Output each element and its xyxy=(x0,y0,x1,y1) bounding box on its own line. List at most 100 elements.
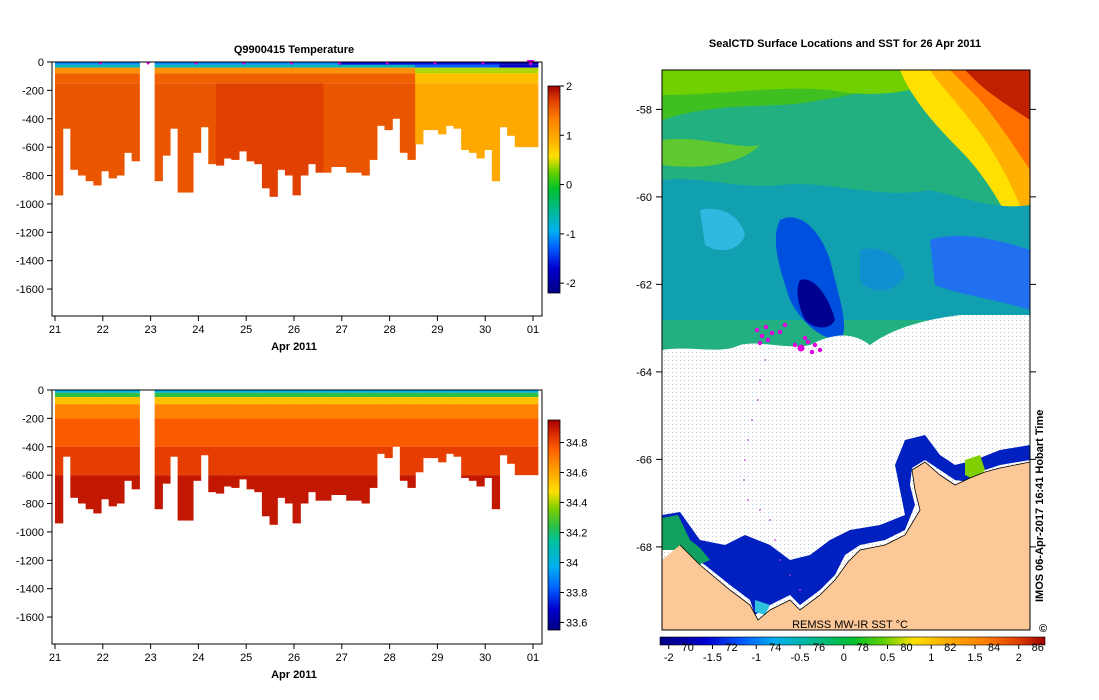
profile-cell xyxy=(507,392,516,398)
profile-cell xyxy=(154,67,163,74)
profile-cell xyxy=(499,390,508,393)
x-tick-label: 01 xyxy=(527,652,539,664)
track-trail-point xyxy=(747,439,749,441)
profile-cell xyxy=(484,390,493,393)
profile-cell xyxy=(415,64,424,68)
profile-cell xyxy=(85,64,94,68)
profile-cell xyxy=(116,404,125,419)
profile-cell xyxy=(530,392,539,398)
profile-cell xyxy=(384,83,393,131)
profile-cell xyxy=(484,67,493,74)
profile-cell xyxy=(461,392,470,398)
profile-cell xyxy=(407,64,416,68)
profile-cell xyxy=(185,418,194,447)
profile-cell xyxy=(415,67,424,74)
profile-cell xyxy=(55,73,64,84)
profile-cell xyxy=(62,392,71,398)
profile-cell xyxy=(108,475,117,507)
profile-cell xyxy=(484,64,493,68)
profile-cell xyxy=(307,446,317,476)
profile-cell xyxy=(223,475,232,487)
profile-cell xyxy=(292,418,301,447)
track-point xyxy=(805,339,811,345)
profile-cell xyxy=(499,392,508,398)
sst-map-panel: SealCTD Surface Locations and SST for 26… xyxy=(636,38,1047,664)
lat-tick-label: -66 xyxy=(636,454,652,466)
profile-cell xyxy=(430,67,439,74)
profile-cell xyxy=(384,67,393,74)
profile-cell xyxy=(177,404,186,419)
profile-cell xyxy=(476,446,485,476)
profile-cell xyxy=(369,392,378,398)
profile-cell xyxy=(392,404,401,419)
colorbar-tick-label: 34.8 xyxy=(566,438,587,450)
profile-cell xyxy=(208,390,217,393)
profile-cell xyxy=(100,446,110,476)
profile-cell xyxy=(185,446,194,476)
profile-cell xyxy=(476,67,485,74)
profile-cell xyxy=(476,397,485,405)
profile-cell xyxy=(522,418,531,447)
profile-cell xyxy=(399,397,409,405)
profile-cell xyxy=(445,446,455,454)
profile-cell xyxy=(361,475,370,504)
profile-cell xyxy=(522,64,531,68)
profile-cell xyxy=(338,73,347,84)
colorbar-tick-label: 2 xyxy=(566,81,572,93)
profile-cell xyxy=(491,73,501,84)
x-tick-label: 30 xyxy=(479,324,491,336)
profile-cell xyxy=(208,418,217,447)
profile-cell xyxy=(154,62,163,65)
profile-cell xyxy=(185,404,194,419)
profile-cell xyxy=(361,397,370,405)
profile-cell xyxy=(315,73,324,84)
profile-cell xyxy=(261,418,271,447)
profile-cell xyxy=(491,418,501,447)
y-tick-label: -1200 xyxy=(16,555,44,567)
profile-cell xyxy=(507,73,516,84)
y-tick-label: -1000 xyxy=(16,527,44,539)
profile-cell xyxy=(93,73,102,84)
profile-cell xyxy=(131,392,140,398)
profile-cell xyxy=(323,67,332,74)
profile-cell xyxy=(123,67,133,74)
profile-cell xyxy=(85,390,94,393)
profile-cell xyxy=(55,475,64,524)
profile-cell xyxy=(415,397,424,405)
profile-cell xyxy=(353,475,363,501)
track-point xyxy=(792,342,798,348)
profile-cell xyxy=(55,446,64,476)
profile-cell xyxy=(422,397,432,405)
surface-marker xyxy=(384,62,390,65)
profile-cell xyxy=(177,73,186,84)
profile-cell xyxy=(346,475,355,501)
sst-tick-label-f: 72 xyxy=(725,642,737,654)
profile-cell xyxy=(330,390,340,393)
profile-cell xyxy=(223,64,232,68)
x-tick-label: 25 xyxy=(240,324,252,336)
profile-cell xyxy=(169,446,179,457)
profile-cell xyxy=(177,475,186,521)
profile-cell xyxy=(522,62,531,65)
x-tick-label: 21 xyxy=(49,324,61,336)
profile-cell xyxy=(284,418,294,447)
profile-cell xyxy=(507,62,516,65)
profile-cell xyxy=(223,62,232,65)
profile-cell xyxy=(346,62,355,65)
profile-cell xyxy=(238,83,248,152)
profile-cell xyxy=(192,83,202,153)
sst-tick-label-c: -2 xyxy=(664,652,674,664)
profile-cell xyxy=(55,64,64,68)
profile-cell xyxy=(307,67,317,74)
profile-cell xyxy=(422,64,432,68)
profile-cell xyxy=(300,67,309,74)
copyright-symbol: © xyxy=(1039,623,1047,635)
profile-cell xyxy=(55,390,64,393)
profile-cell xyxy=(399,64,409,68)
profile-cell xyxy=(200,390,209,393)
profile-cell xyxy=(208,67,217,74)
profile-cell xyxy=(484,62,493,65)
x-tick-label: 25 xyxy=(240,652,252,664)
profile-cell xyxy=(445,64,455,68)
